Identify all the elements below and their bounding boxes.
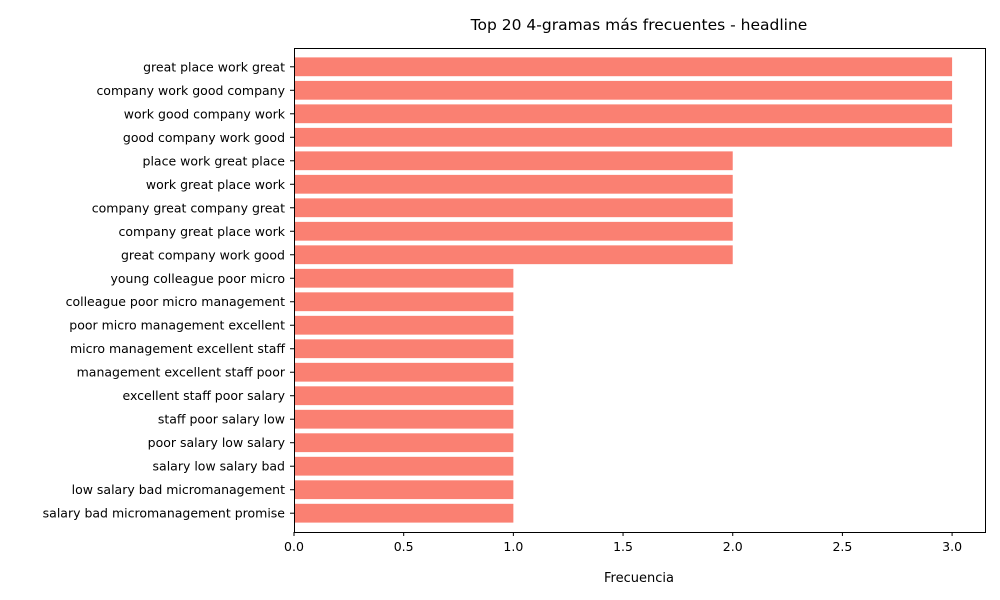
y-tick-label: poor salary low salary bbox=[148, 435, 286, 450]
x-tick-label: 0.5 bbox=[394, 539, 414, 554]
y-axis-ticks: great place work great company work good … bbox=[43, 59, 294, 521]
bar bbox=[294, 245, 733, 265]
y-tick-label: management excellent staff poor bbox=[77, 365, 286, 380]
x-tick-label: 1.0 bbox=[503, 539, 523, 554]
y-tick-label: good company work good bbox=[123, 130, 285, 145]
bar bbox=[294, 456, 514, 476]
x-tick-label: 1.5 bbox=[613, 539, 633, 554]
x-tick-label: 0.0 bbox=[284, 539, 304, 554]
bar bbox=[294, 433, 514, 453]
y-tick-label: company work good company bbox=[96, 83, 285, 98]
bar bbox=[294, 409, 514, 429]
y-tick-label: work good company work bbox=[124, 106, 286, 121]
bar bbox=[294, 221, 733, 241]
bar bbox=[294, 104, 953, 124]
y-tick-label: poor micro management excellent bbox=[69, 318, 285, 333]
bar bbox=[294, 480, 514, 500]
bar bbox=[294, 127, 953, 147]
x-tick-label: 2.5 bbox=[832, 539, 852, 554]
bar bbox=[294, 362, 514, 382]
y-tick-label: low salary bad micromanagement bbox=[72, 482, 286, 497]
y-tick-label: work great place work bbox=[146, 177, 286, 192]
y-tick-label: company great company great bbox=[92, 200, 285, 215]
y-tick-label: young colleague poor micro bbox=[110, 271, 285, 286]
x-axis-label: Frecuencia bbox=[604, 571, 674, 586]
x-axis-ticks: 0.0 0.5 1.0 1.5 2.0 2.5 3.0 bbox=[284, 532, 962, 554]
y-tick-label: micro management excellent staff bbox=[70, 341, 285, 356]
bar bbox=[294, 57, 953, 77]
bar bbox=[294, 315, 514, 335]
bar bbox=[294, 268, 514, 288]
y-tick-label: great company work good bbox=[121, 247, 285, 262]
y-tick-label: place work great place bbox=[143, 153, 286, 168]
bar bbox=[294, 174, 733, 194]
y-tick-label: great place work great bbox=[143, 59, 285, 74]
bar bbox=[294, 151, 733, 171]
y-tick-label: salary low salary bad bbox=[153, 459, 285, 474]
y-tick-label: excellent staff poor salary bbox=[123, 388, 286, 403]
bar bbox=[294, 80, 953, 100]
bar bbox=[294, 503, 514, 523]
bars-group bbox=[294, 57, 953, 523]
y-tick-label: colleague poor micro management bbox=[66, 294, 286, 309]
bar bbox=[294, 339, 514, 359]
y-tick-label: staff poor salary low bbox=[158, 412, 285, 427]
bar bbox=[294, 198, 733, 218]
x-tick-label: 3.0 bbox=[942, 539, 962, 554]
x-tick-label: 2.0 bbox=[723, 539, 743, 554]
bar bbox=[294, 386, 514, 406]
bar bbox=[294, 292, 514, 312]
plot-frame bbox=[294, 48, 986, 533]
chart-title: Top 20 4-gramas más frecuentes - headlin… bbox=[470, 16, 808, 34]
y-tick-label: company great place work bbox=[119, 224, 286, 239]
y-tick-label: salary bad micromanagement promise bbox=[43, 506, 286, 521]
